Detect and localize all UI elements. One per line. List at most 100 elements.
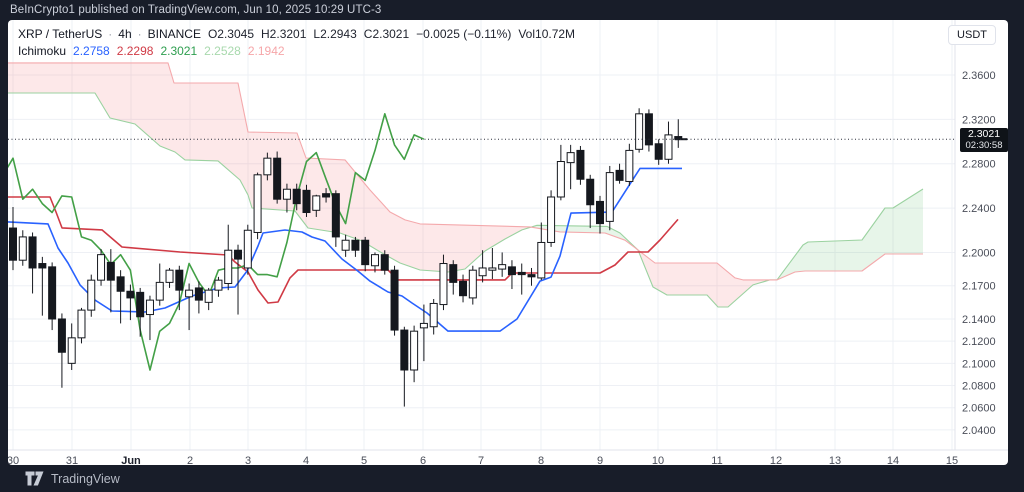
candle-body [605, 172, 614, 222]
candle-body [185, 289, 194, 298]
time-axis-label: 6 [420, 455, 426, 465]
price-axis-label: 2.1700 [962, 281, 996, 293]
conversion-line [8, 167, 682, 332]
candle-body [507, 266, 516, 276]
price-axis-label: 2.3600 [962, 70, 996, 82]
candle-body [644, 113, 653, 146]
candle-body [87, 279, 96, 311]
ichimoku-cloud [8, 62, 923, 308]
interval-label: 4h [118, 26, 132, 41]
title-separator: · [137, 26, 142, 41]
candle-body [351, 239, 360, 251]
time-axis-label: 11 [711, 455, 722, 465]
candle-body [449, 264, 458, 283]
candle-body [77, 309, 86, 339]
candle-body [468, 269, 477, 299]
candle-body [439, 263, 448, 306]
bearish-cloud [8, 62, 770, 308]
candle-body [312, 195, 321, 211]
candle-body [204, 289, 213, 303]
candle-body [322, 193, 331, 198]
price-axis-label: 2.2800 [962, 159, 996, 171]
lagging-span-line [8, 113, 425, 371]
candle-body [194, 287, 203, 301]
ohlc-value-c: C2.3021 [363, 26, 410, 41]
publisher-bar: BeInCrypto1 published on TradingView.com… [0, 0, 1024, 20]
price-axis-label: 2.1000 [962, 358, 996, 370]
candle-body [556, 161, 565, 198]
candle-body [537, 241, 546, 279]
candle-body [57, 318, 66, 353]
candle-body [488, 267, 497, 271]
time-axis-label: 5 [361, 455, 367, 465]
indicator-value-2: 2.3021 [160, 43, 198, 58]
currency-button[interactable]: USDT [948, 25, 996, 45]
time-axis-label: 13 [829, 455, 841, 465]
candle-body [155, 281, 164, 301]
tradingview-wordmark[interactable]: TradingView [51, 471, 120, 486]
candle-body [302, 189, 311, 214]
price-axis-label: 2.0800 [962, 381, 996, 393]
candle-body [263, 157, 272, 176]
candle-body [498, 264, 507, 270]
candle-body [67, 337, 76, 364]
indicator-value-0: 2.2758 [73, 43, 110, 58]
time-axis-label: 3 [245, 455, 251, 465]
tradingview-logo-icon[interactable] [25, 471, 44, 486]
candle-body [595, 200, 604, 225]
candlestick-chart[interactable]: 2.3600 2.3200 2.2800 2.2400 2.2000 2.1700 2.14… [8, 20, 1008, 465]
candle-body [234, 249, 243, 260]
candle-body [380, 254, 389, 271]
candle-body [273, 157, 282, 200]
candle-body [38, 263, 47, 269]
candle-body [615, 169, 624, 181]
candle-body [517, 271, 526, 276]
candle-body [331, 193, 340, 238]
candles-layer [9, 108, 683, 407]
candle-body [586, 178, 595, 206]
candle-body [341, 239, 350, 251]
candle-body [419, 322, 428, 329]
candle-body [214, 279, 223, 291]
candle-body [370, 254, 379, 267]
bullish-cloud [532, 189, 923, 280]
candle-body [165, 269, 174, 283]
candle-body [429, 302, 438, 328]
candle-body [390, 269, 399, 331]
candle-body [664, 134, 673, 160]
price-axis-label: 2.1400 [962, 314, 996, 326]
exchange-label: BINANCE [147, 26, 201, 41]
indicator-name: Ichimoku [18, 43, 67, 58]
time-axis-label: 14 [887, 455, 899, 465]
candle-body [400, 329, 409, 371]
candle-body [243, 229, 252, 269]
time-axis-label: 7 [478, 455, 484, 465]
volume-value: Vol10.72M [518, 26, 576, 41]
axes-layer[interactable]: 2.3600 2.3200 2.2800 2.2400 2.2000 2.1700 2.14… [8, 20, 1008, 465]
price-axis-label: 2.2000 [962, 247, 996, 259]
last-price-value: 2.3021 [967, 128, 1001, 140]
indicator-value-1: 2.2298 [116, 43, 154, 58]
symbol-name: XRP / TetherUS [18, 26, 103, 41]
price-axis-label: 2.2400 [962, 203, 996, 215]
time-axis-label: 8 [538, 455, 544, 465]
candle-body [48, 266, 57, 320]
candle-body [145, 299, 154, 316]
time-axis-label: 30 [8, 455, 19, 465]
candle-body [478, 267, 487, 277]
candle-body [527, 274, 536, 278]
candle-body [566, 152, 575, 164]
candle-body [116, 276, 125, 292]
bar-countdown: 02:30:58 [965, 140, 1003, 151]
ichimoku-lines [8, 62, 924, 371]
candle-body [654, 143, 663, 160]
candle-body [576, 149, 585, 180]
candle-body [28, 236, 37, 269]
ohlc-value-l: L2.2943 [313, 26, 357, 41]
price-axis-label: 2.0400 [962, 425, 996, 437]
change-value: −0.0025 (−0.11%) [416, 26, 512, 41]
time-axis-label: 9 [597, 455, 603, 465]
time-axis-label: 2 [187, 455, 193, 465]
time-axis-label: 15 [946, 455, 958, 465]
